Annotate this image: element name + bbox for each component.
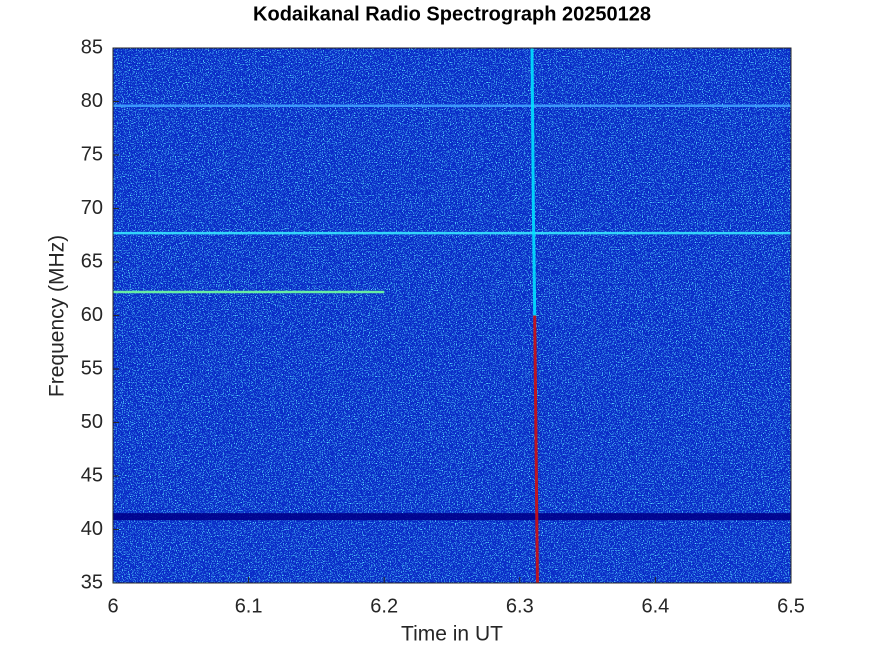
- y-tick-label: 35: [81, 571, 103, 593]
- x-tick-label: 6.3: [506, 595, 534, 617]
- spectral-feature: [533, 315, 539, 584]
- y-tick-label: 60: [81, 304, 103, 326]
- x-axis-label: Time in UT: [401, 623, 503, 646]
- x-tick-label: 6: [107, 595, 118, 617]
- y-tick-label: 70: [81, 197, 103, 219]
- y-tick-label: 45: [81, 464, 103, 486]
- y-axis-label: Frequency (MHz): [46, 235, 69, 397]
- y-tick-label: 75: [81, 143, 103, 165]
- y-tick-label: 65: [81, 250, 103, 272]
- spectral-feature: [530, 47, 537, 316]
- x-tick-label: 6.1: [235, 595, 263, 617]
- chart-title: Kodaikanal Radio Spectrograph 20250128: [253, 3, 651, 25]
- x-tick-label: 6.4: [641, 595, 669, 617]
- axes: 6 6.1 6.2 6.3 6.4 6.5 35 40 45 50 55 60 65 70 75 80 85: [81, 36, 805, 617]
- plot-area: [113, 47, 791, 584]
- spectrogram-noise: [113, 48, 791, 583]
- y-tick-label: 55: [81, 357, 103, 379]
- y-tick-label: 80: [81, 90, 103, 112]
- x-tick-label: 6.5: [777, 595, 805, 617]
- y-tick-label: 85: [81, 36, 103, 58]
- y-tick-label: 50: [81, 411, 103, 433]
- y-tick-label: 40: [81, 518, 103, 540]
- x-tick-label: 6.2: [370, 595, 398, 617]
